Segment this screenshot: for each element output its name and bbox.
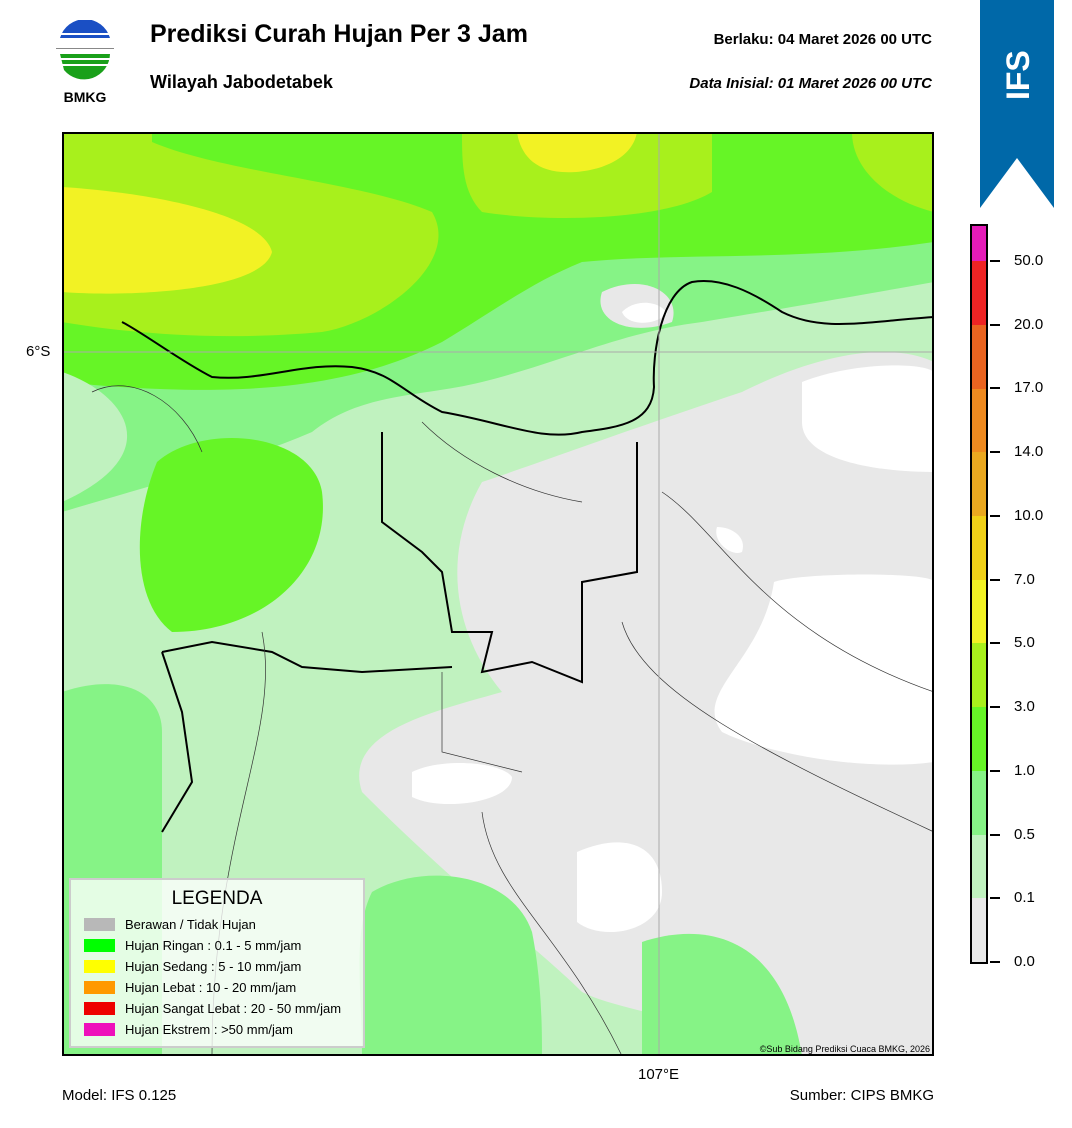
colorbar-tick: [990, 961, 1000, 963]
colorbar-tick: [990, 514, 1000, 517]
colorbar-tick: [990, 897, 1000, 900]
colorbar-segment: [972, 643, 986, 708]
legend-item: Berawan / Tidak Hujan: [71, 914, 363, 935]
colorbar-tick: [990, 260, 1000, 263]
model-badge-text: IFS: [1000, 50, 1036, 100]
copyright-text: ©Sub Bidang Prediksi Cuaca BMKG, 2026: [760, 1044, 930, 1054]
colorbar-tick-label: 0.1: [1014, 889, 1035, 907]
legend: LEGENDA Berawan / Tidak Hujan Hujan Ringa…: [69, 878, 365, 1048]
colorbar-tick-label: 14.0: [1014, 443, 1044, 461]
colorbar-segment: [972, 834, 986, 899]
region-subtitle: Wilayah Jabodetabek: [150, 72, 333, 92]
colorbar-segment: [972, 388, 986, 453]
colorbar-segment: [972, 770, 986, 835]
model-info: Model: IFS 0.125: [62, 1087, 177, 1104]
legend-swatch: [84, 918, 115, 931]
colorbar-tick: [990, 578, 1000, 581]
colorbar-tick: [990, 833, 1000, 836]
colorbar: [970, 224, 988, 964]
legend-item: Hujan Ringan : 0.1 - 5 mm/jam: [71, 935, 363, 956]
colorbar-segment: [972, 226, 986, 262]
colorbar-tick: [990, 387, 1000, 390]
legend-label: Berawan / Tidak Hujan: [125, 917, 256, 932]
legend-label: Hujan Sangat Lebat : 20 - 50 mm/jam: [125, 1001, 342, 1016]
colorbar-tick-label: 50.0: [1014, 252, 1044, 270]
colorbar-tick: [990, 323, 1000, 326]
bmkg-logo: BMKG: [52, 19, 118, 105]
colorbar-segment: [972, 261, 986, 325]
colorbar-tick-label: 17.0: [1014, 379, 1044, 397]
colorbar-segment: [972, 452, 986, 516]
legend-label: Hujan Sedang : 5 - 10 mm/jam: [125, 959, 302, 974]
colorbar-tick-label: 1.0: [1014, 761, 1035, 779]
colorbar-tick-label: 5.0: [1014, 634, 1035, 652]
colorbar-tick-label: 20.0: [1014, 315, 1044, 333]
initial-time: Data Inisial: 01 Maret 2026 00 UTC: [689, 75, 932, 92]
colorbar-segment: [972, 515, 986, 580]
colorbar-tick: [990, 769, 1000, 772]
colorbar-segment: [972, 898, 986, 962]
model-badge: IFS: [980, 0, 1054, 208]
colorbar-segment: [972, 707, 986, 771]
legend-swatch: [84, 1002, 115, 1015]
colorbar-tick: [990, 642, 1000, 645]
valid-time: Berlaku: 04 Maret 2026 00 UTC: [713, 31, 932, 48]
colorbar-tick-label: 3.0: [1014, 698, 1035, 716]
latitude-label: 6°S: [26, 343, 51, 360]
legend-item: Hujan Sangat Lebat : 20 - 50 mm/jam: [71, 998, 363, 1019]
colorbar-segment: [972, 579, 986, 644]
logo-text: BMKG: [63, 89, 107, 105]
colorbar-tick-label: 10.0: [1014, 506, 1044, 524]
legend-item: Hujan Sedang : 5 - 10 mm/jam: [71, 956, 363, 977]
legend-label: Hujan Ekstrem : >50 mm/jam: [125, 1022, 293, 1037]
legend-item: Hujan Lebat : 10 - 20 mm/jam: [71, 977, 363, 998]
legend-swatch: [84, 981, 115, 994]
longitude-label: 107°E: [638, 1066, 680, 1083]
colorbar-tick: [990, 706, 1000, 709]
legend-swatch: [84, 939, 115, 952]
legend-swatch: [84, 1023, 115, 1036]
colorbar-tick: [990, 451, 1000, 454]
colorbar-tick-label: 0.5: [1014, 825, 1035, 843]
legend-label: Hujan Lebat : 10 - 20 mm/jam: [125, 980, 297, 995]
legend-item: Hujan Ekstrem : >50 mm/jam: [71, 1019, 363, 1040]
legend-title: LEGENDA: [171, 888, 263, 909]
legend-label: Hujan Ringan : 0.1 - 5 mm/jam: [125, 938, 302, 953]
page-title: Prediksi Curah Hujan Per 3 Jam: [150, 20, 528, 48]
colorbar-segment: [972, 324, 986, 389]
legend-swatch: [84, 960, 115, 973]
colorbar-tick-label: 0.0: [1014, 953, 1035, 970]
colorbar-tick-label: 7.0: [1014, 570, 1035, 588]
source-info: Sumber: CIPS BMKG: [789, 1087, 934, 1104]
